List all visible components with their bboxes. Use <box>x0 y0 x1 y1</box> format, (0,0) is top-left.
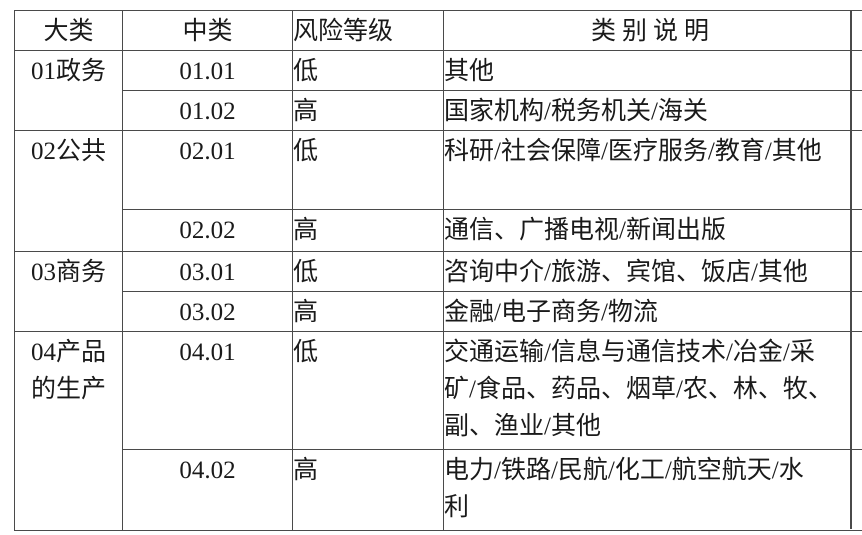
major-category-cell: 01政务 <box>14 50 123 131</box>
table-right-border <box>850 10 852 529</box>
table-row: 04.02 高 电力/铁路/民航/化工/航空航天/水 利 <box>15 449 862 531</box>
table-row: 01政务 01.01 低 其他 <box>14 50 862 131</box>
col-header-category-description: 类别说明 <box>443 10 862 51</box>
col-header-risk-level: 风险等级 <box>292 10 444 51</box>
category-description-cell: 其他 <box>443 50 862 91</box>
mid-category-cell: 01.01 <box>122 50 293 91</box>
mid-category-cell: 03.01 <box>122 251 293 292</box>
risk-classification-table: 大类 中类 风险等级 类别说明 01政务 01.01 低 其他 01.02 高 … <box>14 10 862 531</box>
risk-level-cell: 高 <box>292 291 444 332</box>
col-header-major-category: 大类 <box>14 10 123 51</box>
category-description-cell: 咨询中介/旅游、宾馆、饭店/其他 <box>443 251 862 292</box>
category-description-cell: 电力/铁路/民航/化工/航空航天/水 利 <box>443 449 862 531</box>
risk-level-cell: 低 <box>292 50 444 91</box>
mid-category-cell: 02.02 <box>122 209 293 252</box>
table-row: 03.02 高 金融/电子商务/物流 <box>15 291 862 332</box>
major-category-cell: 03商务 <box>14 251 123 332</box>
risk-level-cell: 低 <box>292 130 444 210</box>
category-description-cell: 交通运输/信息与通信技术/冶金/采 矿/食品、药品、烟草/农、林、牧、 副、渔业… <box>443 331 862 450</box>
mid-category-cell: 03.02 <box>122 291 293 332</box>
risk-level-cell: 高 <box>292 90 444 131</box>
mid-category-cell: 04.01 <box>122 331 293 450</box>
header-row: 大类 中类 风险等级 类别说明 <box>14 10 862 51</box>
table-row: 04产品 的生产 04.01 低 交通运输/信息与通信技术/冶金/采 矿/食品、… <box>14 331 862 531</box>
table-row: 03商务 03.01 低 咨询中介/旅游、宾馆、饭店/其他 <box>14 251 862 332</box>
risk-level-cell: 高 <box>292 449 444 531</box>
mid-category-cell: 04.02 <box>122 449 293 531</box>
risk-level-cell: 低 <box>292 331 444 450</box>
category-description-cell: 科研/社会保障/医疗服务/教育/其他 <box>443 130 862 210</box>
col-header-mid-category: 中类 <box>122 10 293 51</box>
table-row: 02.02 高 通信、广播电视/新闻出版 <box>15 209 862 252</box>
table-row: 02公共 02.01 低 科研/社会保障/医疗服务/教育/其他 <box>14 130 862 252</box>
mid-category-cell: 01.02 <box>122 90 293 131</box>
major-category-cell: 02公共 <box>14 130 123 252</box>
mid-category-cell: 02.01 <box>122 130 293 210</box>
risk-level-cell: 高 <box>292 209 444 252</box>
major-category-cell: 04产品 的生产 <box>14 331 123 531</box>
table-row: 01.02 高 国家机构/税务机关/海关 <box>15 90 862 131</box>
risk-level-cell: 低 <box>292 251 444 292</box>
category-description-cell: 国家机构/税务机关/海关 <box>443 90 862 131</box>
category-description-cell: 金融/电子商务/物流 <box>443 291 862 332</box>
category-description-cell: 通信、广播电视/新闻出版 <box>443 209 862 252</box>
